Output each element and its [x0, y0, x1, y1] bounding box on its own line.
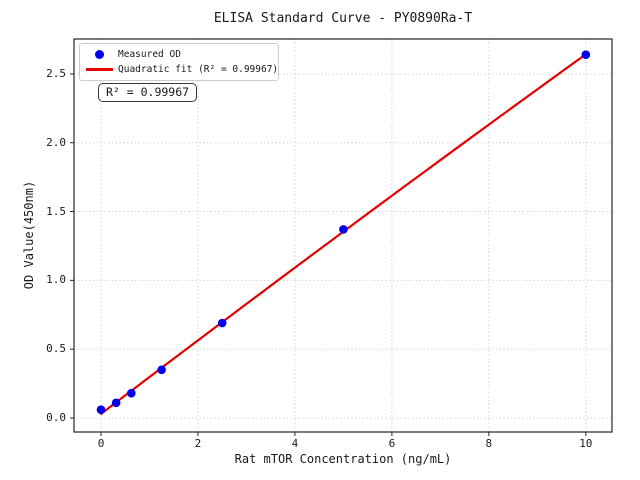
quadratic-fit-line — [99, 53, 587, 415]
data-point — [581, 50, 591, 59]
chart-title: ELISA Standard Curve - PY0890Ra-T — [213, 11, 473, 26]
data-point — [111, 398, 121, 408]
data-point — [217, 318, 227, 328]
x-tick-label: 8 — [485, 437, 493, 450]
legend-item-measured-od: Measured OD — [80, 47, 278, 62]
y-tick-label: 1.0 — [46, 273, 66, 287]
x-tick-label: 6 — [388, 437, 396, 450]
scatter-dot-marker-icon — [94, 50, 104, 59]
x-tick-label: 4 — [291, 437, 299, 450]
legend-label-measured-od: Measured OD — [118, 49, 181, 60]
y-tick-label: 0.5 — [46, 342, 66, 356]
r-squared-annotation: R² = 0.99967 — [98, 83, 198, 102]
x-tick-label: 2 — [194, 437, 202, 450]
y-tick-label: 1.5 — [46, 204, 66, 218]
legend-item-quadratic-fit: Quadratic fit (R² = 0.99967) — [80, 62, 278, 77]
plot-frame — [73, 38, 613, 433]
legend-marker-cell — [80, 68, 118, 71]
data-point — [339, 225, 348, 234]
data-point — [157, 365, 166, 375]
legend: Measured OD Quadratic fit (R² = 0.99967) — [79, 43, 279, 81]
fit-line-marker-icon — [85, 68, 113, 71]
legend-label-quadratic-fit: Quadratic fit (R² = 0.99967) — [118, 64, 279, 75]
y-tick-label: 2.5 — [46, 66, 66, 80]
x-axis-label: Rat mTOR Concentration (ng/mL) — [234, 452, 452, 466]
x-tick-label: 0 — [97, 437, 105, 450]
legend-marker-cell — [80, 50, 118, 59]
y-tick-label: 2.0 — [46, 135, 66, 149]
x-tick-label: 10 — [579, 437, 593, 450]
data-point — [127, 388, 136, 398]
y-tick-label: 0.0 — [46, 410, 66, 424]
data-point — [96, 405, 106, 415]
